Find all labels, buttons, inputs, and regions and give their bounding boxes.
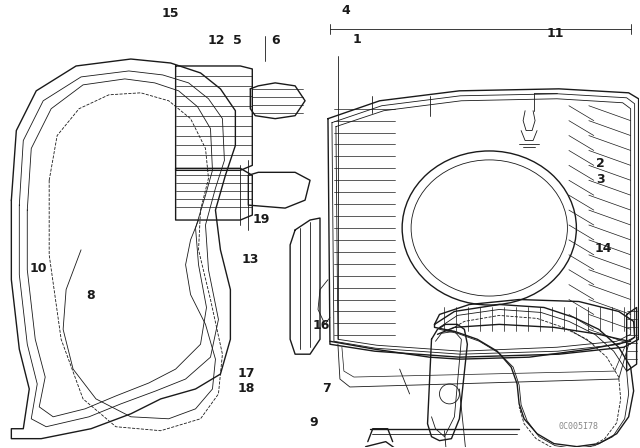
Text: 7: 7 bbox=[322, 382, 331, 395]
Text: 12: 12 bbox=[208, 34, 225, 47]
Text: 9: 9 bbox=[309, 416, 318, 429]
Text: 13: 13 bbox=[241, 253, 259, 266]
Text: 0C005I78: 0C005I78 bbox=[559, 422, 599, 431]
Text: 4: 4 bbox=[341, 4, 350, 17]
Text: 14: 14 bbox=[595, 242, 612, 255]
Text: 10: 10 bbox=[29, 262, 47, 275]
Text: 18: 18 bbox=[238, 382, 255, 395]
Text: 1: 1 bbox=[353, 33, 362, 46]
Text: 8: 8 bbox=[86, 289, 95, 302]
Text: 6: 6 bbox=[271, 34, 280, 47]
Text: 2: 2 bbox=[596, 157, 605, 170]
Text: 5: 5 bbox=[233, 34, 241, 47]
Text: 3: 3 bbox=[596, 173, 605, 186]
Text: 17: 17 bbox=[238, 366, 255, 379]
Text: 11: 11 bbox=[547, 27, 564, 40]
Text: 16: 16 bbox=[312, 319, 330, 332]
Text: 15: 15 bbox=[161, 7, 179, 20]
Text: 19: 19 bbox=[253, 213, 270, 226]
